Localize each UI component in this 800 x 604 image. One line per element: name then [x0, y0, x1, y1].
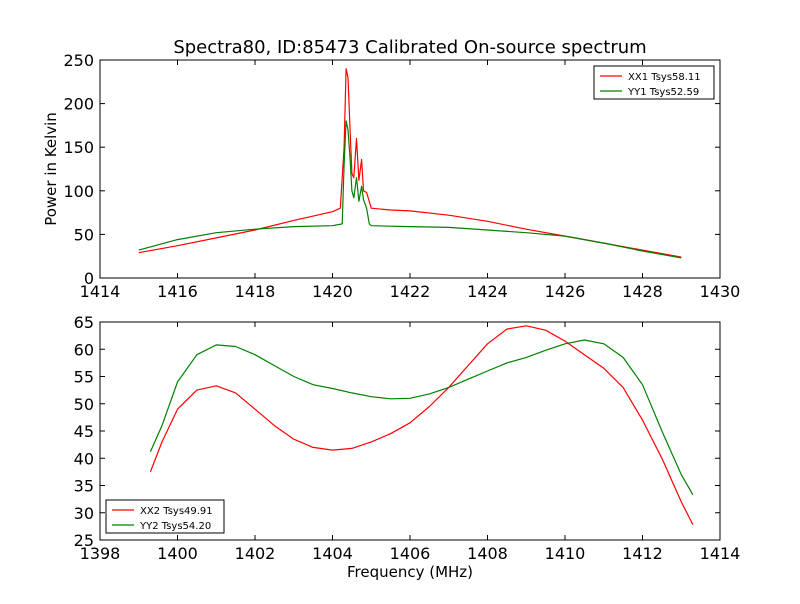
legend-entry: XX2 Tsys49.91 [140, 506, 213, 517]
x-tick-label: 1406 [390, 544, 431, 563]
series-line-yy2 [149, 339, 694, 496]
y-tick-label: 25 [74, 531, 94, 550]
y-axis-label: Power in Kelvin [42, 112, 60, 226]
x-tick-label: 1412 [622, 544, 663, 563]
x-tick-label: 1410 [545, 544, 586, 563]
legend: XX2 Tsys49.91 YY2 Tsys54.20 [105, 499, 225, 534]
x-tick-label: 1400 [157, 544, 198, 563]
series-group [138, 68, 682, 259]
x-tick-label: 1420 [312, 282, 353, 301]
top-panel: 1414 1416 1418 1420 1422 1424 1426 1428 1430 0 50 1… [42, 51, 740, 301]
x-tick-label: 1430 [700, 282, 741, 301]
y-tick-label: 35 [74, 477, 94, 496]
series-line-xx1 [138, 68, 682, 258]
y-tick-label: 50 [74, 395, 94, 414]
y-tick-label: 250 [63, 51, 94, 70]
x-tick-label: 1422 [390, 282, 431, 301]
legend-entry: XX1 Tsys58.11 [628, 72, 701, 83]
x-tick-label: 1398 [80, 544, 121, 563]
x-axis-label: Frequency (MHz) [347, 563, 473, 581]
bottom-panel: 1398 1400 1402 1404 1406 1408 1410 1412 1414 25 30… [74, 313, 741, 581]
y-tick-label: 200 [63, 95, 94, 114]
y-tick-label: 0 [84, 269, 94, 288]
x-tick-label: 1402 [235, 544, 276, 563]
x-tick-label: 1408 [467, 544, 508, 563]
series-line-yy1 [138, 120, 682, 259]
series-group [149, 325, 694, 525]
x-tick-label: 1404 [312, 544, 353, 563]
legend-box [105, 499, 225, 534]
legend: XX1 Tsys58.11 YY1 Tsys52.59 [593, 65, 715, 100]
y-tick-label: 65 [74, 313, 94, 332]
x-tick-label: 1424 [467, 282, 508, 301]
x-tick-label: 1418 [235, 282, 276, 301]
y-tick-label: 30 [74, 504, 94, 523]
y-tick-label: 45 [74, 422, 94, 441]
x-tick-label: 1414 [80, 282, 121, 301]
legend-box [593, 65, 715, 100]
y-tick-label: 40 [74, 449, 94, 468]
chart-title: Spectra80, ID:85473 Calibrated On-source… [173, 37, 646, 58]
series-line-xx2 [149, 325, 694, 525]
legend-entry: YY1 Tsys52.59 [627, 87, 699, 98]
x-tick-label: 1426 [545, 282, 586, 301]
x-tick-label: 1414 [700, 544, 741, 563]
y-tick-label: 55 [74, 368, 94, 387]
legend-entry: YY2 Tsys54.20 [139, 521, 211, 532]
y-tick-label: 150 [63, 138, 94, 157]
y-tick-label: 60 [74, 340, 94, 359]
y-tick-label: 100 [63, 182, 94, 201]
y-tick-label: 50 [74, 225, 94, 244]
x-tick-label: 1416 [157, 282, 198, 301]
x-tick-label: 1428 [622, 282, 663, 301]
